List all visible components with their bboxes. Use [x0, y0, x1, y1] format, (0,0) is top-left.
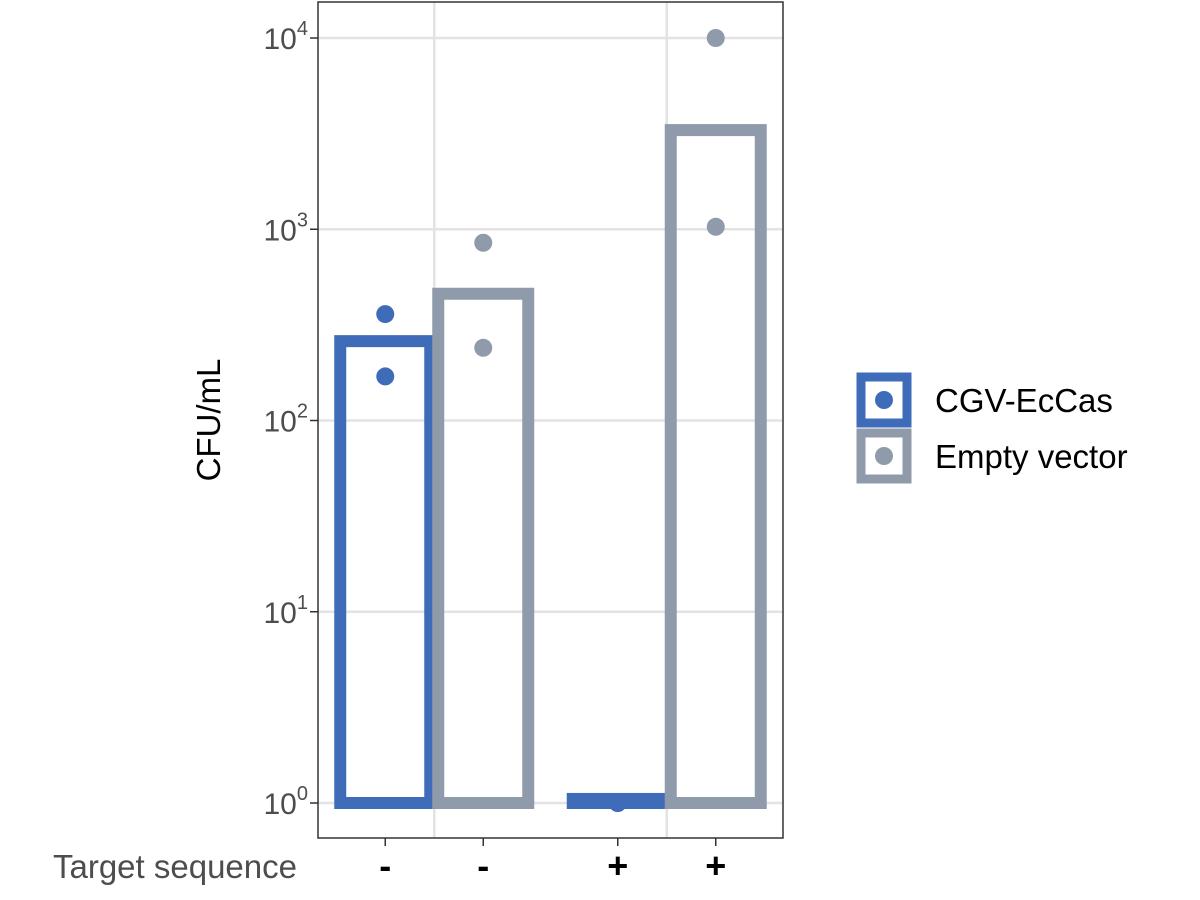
legend-key-point [875, 447, 893, 465]
x-row-label: Target sequence [53, 848, 297, 885]
x-tick-label: - [379, 845, 391, 886]
y-tick-label: 104 [264, 18, 309, 56]
legend-label: CGV-EcCas [935, 382, 1113, 419]
y-tick-exponent: 1 [297, 592, 308, 614]
x-axis: - - + + [379, 838, 726, 886]
bar [432, 287, 535, 809]
y-tick-base: 10 [264, 406, 297, 439]
data-point [706, 217, 725, 236]
legend-key-point [875, 391, 893, 409]
y-tick-base: 10 [264, 597, 297, 630]
x-tick-label: + [607, 845, 628, 886]
data-points [376, 29, 725, 812]
y-axis-title: CFU/mL [190, 359, 227, 482]
legend-label: Empty vector [935, 438, 1128, 475]
data-point [474, 338, 493, 357]
bar [664, 124, 767, 809]
bar [334, 335, 437, 809]
y-tick-label: 101 [264, 592, 309, 630]
y-tick-base: 10 [264, 214, 297, 247]
y-tick-exponent: 2 [297, 401, 308, 423]
x-tick-label: - [477, 845, 489, 886]
data-point [376, 305, 395, 324]
y-tick-label: 100 [264, 783, 309, 821]
data-point [608, 794, 627, 812]
y-tick-base: 10 [264, 788, 297, 821]
y-tick-label: 103 [264, 209, 309, 247]
y-tick-label: 102 [264, 401, 309, 439]
bars [334, 124, 767, 810]
data-point [376, 367, 395, 386]
x-tick-label: + [705, 845, 726, 886]
data-point [474, 233, 493, 252]
legend: CGV-EcCas Empty vector [856, 372, 1128, 484]
data-point [706, 29, 725, 47]
y-tick-base: 10 [264, 23, 297, 56]
y-tick-exponent: 0 [297, 783, 308, 805]
y-tick-exponent: 3 [297, 209, 308, 231]
y-tick-exponent: 4 [297, 18, 308, 40]
